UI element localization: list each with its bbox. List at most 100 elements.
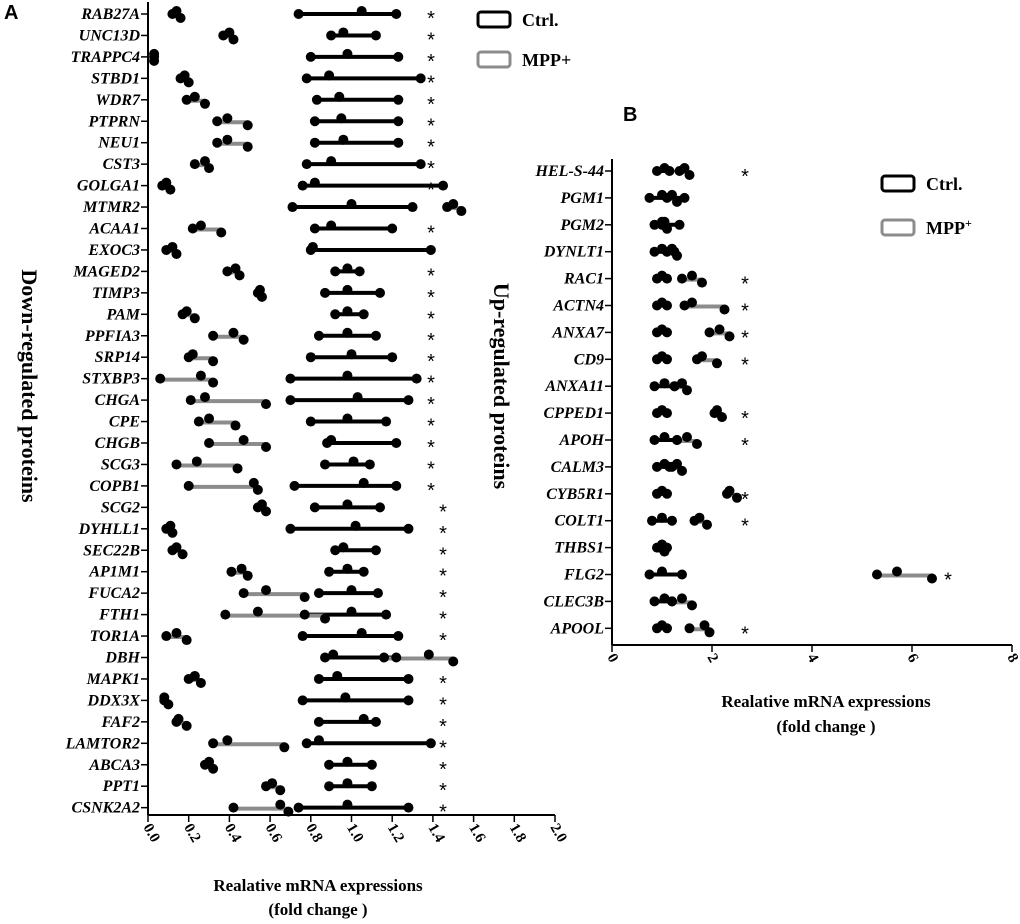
panel-a-ctrl-point-stxbp3: [285, 373, 296, 384]
panel-a-mpp-point-copb1: [183, 480, 194, 491]
panel-a-mpp-point-acaa1: [187, 223, 198, 234]
panel-a-mpp-point-ptprn: [222, 113, 233, 124]
panel-a-ctrl-point-fuca2: [372, 588, 383, 599]
panel-b-mpp-point-anxa7: [704, 327, 715, 338]
panel-a-protein-label: MAPK1: [86, 671, 140, 688]
panel-b-ctrl-point-dynlt1: [649, 246, 660, 257]
panel-a-mpp-point-chgb: [238, 435, 249, 445]
panel-b-mpp-point-thbs1: [659, 546, 670, 557]
panel-a-significance-star: *: [427, 265, 435, 287]
panel-a-ctrl-point-abca3: [366, 759, 377, 770]
panel-a-ctrl-point-dbh: [328, 649, 339, 660]
panel-a-protein-label: LAMTOR2: [65, 735, 140, 752]
panel-a-mpp-point-dbh: [448, 656, 459, 667]
panel-a-ctrl-point-chga: [285, 395, 296, 406]
panel-a-ctrl-point-chgb: [326, 435, 337, 445]
panel-a-ctrl-point-acaa1: [326, 220, 337, 231]
panel-a-ctrl-point-stbd1: [324, 70, 335, 81]
panel-a-ctrl-point-fuca2: [346, 585, 357, 596]
panel-b-ctrl-point-anxa11: [649, 381, 660, 392]
panel-a-ctrl-point-scg2: [374, 502, 385, 513]
panel-b-mpp-point-flg2: [927, 573, 937, 584]
panel-b-protein-label: ANXA11: [544, 378, 604, 395]
panel-b-protein-label: CYB5R1: [546, 486, 604, 503]
panel-a-mpp-point-dyhll1: [167, 527, 178, 538]
panel-a-mpp-point-tor1a: [181, 635, 192, 646]
panel-a-mpp-point-pam: [181, 306, 192, 317]
panel-a-ctrl-point-pam: [342, 306, 353, 317]
panel-a-x-tick-label: 0.4: [221, 821, 244, 846]
panel-a-ctrl-point-abca3: [342, 756, 353, 767]
panel-a-significance-star: *: [427, 223, 435, 245]
panel-b-ctrl-point-flg2: [644, 569, 655, 580]
panel-b-ctrl-point-pgm1: [644, 192, 655, 203]
panel-a-ctrl-point-golga1: [438, 180, 449, 191]
panel-a-ctrl-point-srp14: [387, 352, 398, 363]
panel-a-significance-star: *: [427, 115, 435, 137]
panel-a-mpp-point-cst3: [189, 159, 200, 170]
panel-a-y-axis-title: Down-regulated proteins: [17, 269, 42, 503]
panel-a-mpp-point-maged2: [234, 270, 245, 281]
panel-a-mpp-point-cst3: [204, 163, 215, 174]
panel-a-ctrl-point-ppt1: [342, 778, 353, 789]
legend-a-mpp-swatch: [476, 50, 512, 69]
panel-b-ctrl-point-cyb5r1: [662, 488, 672, 499]
panel-a-mpp-point-ppfia3: [228, 327, 239, 338]
panel-b-ctrl-point-pgm2: [649, 219, 660, 230]
panel-a-x-axis-title: Realative mRNA expressions: [213, 876, 423, 895]
panel-a-protein-label: MTMR2: [82, 199, 140, 216]
panel-b-mpp-point-clec3b: [677, 593, 687, 604]
panel-a-significance-star: *: [439, 716, 447, 738]
panel-b-ctrl-point-apool: [662, 623, 672, 634]
panel-a-mpp-point-ppt1: [275, 785, 286, 796]
panel-a-mpp-point-cpe: [230, 420, 241, 431]
panel-a-mpp-point-lamtor2: [279, 742, 290, 753]
panel-b-ctrl-point-anxa11: [659, 378, 670, 389]
panel-b-protein-label: CLEC3B: [544, 593, 605, 610]
legend-b-mpp-swatch: [880, 218, 916, 237]
panel-b-protein-label: APOOL: [550, 620, 605, 637]
panel-a-ctrl-point-neu1: [393, 137, 404, 148]
panel-a-x-tick-label: 0.2: [180, 821, 203, 845]
panel-a-ctrl-point-neu1: [338, 134, 349, 145]
panel-a-mpp-point-neu1: [212, 137, 223, 148]
panel-b-ctrl-point-colt1: [657, 512, 667, 523]
panel-a-significance-star: *: [439, 501, 447, 523]
panel-b-protein-label: ACTN4: [552, 298, 604, 315]
panel-a-mpp-point-dbh: [379, 652, 390, 663]
panel-a-mpp-point-copb1: [252, 484, 263, 495]
panel-a-significance-star: *: [427, 72, 435, 94]
panel-a-ctrl-point-pam: [358, 309, 369, 320]
panel-a-significance-star: *: [439, 630, 447, 652]
panel-a-ctrl-point-scg2: [342, 499, 353, 510]
panel-a-mpp-point-trappc4: [149, 55, 160, 66]
panel-b-ctrl-point-apoh: [659, 432, 670, 442]
panel-a-significance-star: *: [427, 180, 435, 202]
panel-a-ctrl-point-srp14: [305, 352, 316, 363]
panel-b-ctrl-point-colt1: [667, 515, 677, 526]
panel-a-ctrl-point-chga: [352, 392, 363, 403]
panel-b-mpp-point-anxa11: [669, 381, 680, 392]
panel-a-ctrl-point-neu1: [309, 137, 320, 148]
legend-b-mpp-superscript: +: [965, 216, 972, 230]
panel-a-mpp-point-wdr7: [189, 91, 200, 102]
panel-b-x-axis-title: Realative mRNA expressions: [721, 692, 931, 711]
panel-a-significance-star: *: [439, 694, 447, 716]
panel-a-significance-star: *: [439, 802, 447, 824]
panel-a-ctrl-point-stxbp3: [342, 370, 353, 381]
panel-a-ctrl-point-timp3: [320, 287, 331, 298]
panel-b-mpp-point-anxa7: [714, 324, 725, 335]
panel-a-protein-label: CST3: [103, 156, 140, 173]
panel-a-protein-label: EXOC3: [87, 242, 140, 259]
panel-b-mpp-point-anxa11: [677, 378, 687, 389]
panel-a-mpp-point-srp14: [208, 356, 219, 367]
panel-a-mpp-point-wdr7: [181, 94, 192, 105]
panel-b-significance-star: *: [741, 516, 749, 538]
panel-a-mpp-point-mapk1: [189, 670, 200, 681]
panel-a-ctrl-point-lamtor2: [425, 738, 436, 749]
panel-b-protein-label: THBS1: [554, 540, 604, 557]
panel-a-mpp-point-rab27a: [175, 13, 186, 23]
panel-b-ctrl-point-clec3b: [659, 593, 670, 604]
legend-b-ctrl-swatch: [880, 174, 916, 193]
panel-b-x-tick-label: 2: [704, 651, 722, 665]
